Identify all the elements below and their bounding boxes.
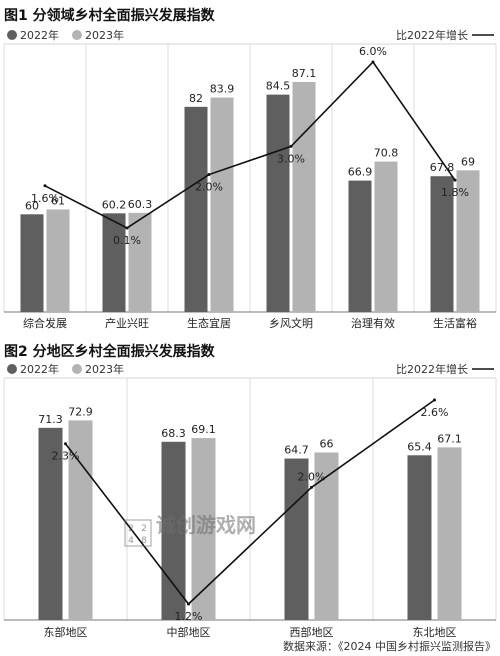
chart1-legend: 2022年 2023年 比2022年增长 xyxy=(7,28,494,42)
chart2-bar-label: 64.7 xyxy=(284,444,309,457)
chart1-bar-2022 xyxy=(184,106,208,312)
chart1-growth-label: 1.6% xyxy=(31,192,59,205)
chart1-bar-2023 xyxy=(210,97,234,312)
watermark-logo-char-3: 4 xyxy=(128,536,134,546)
chart2-bar-label: 72.9 xyxy=(68,405,93,418)
source-note: 数据来源：《2024 中国乡村振兴监测报告》 xyxy=(283,639,496,653)
chart2-bar-2023 xyxy=(314,452,339,620)
chart1-plot: 60 61 综合发展 60.2 60.3 产业兴旺 82 83.9 生态宜居 84.587.1 乡风… xyxy=(3,43,497,330)
chart1-bar-label: 83.9 xyxy=(210,83,235,96)
chart2-legend-growth-label: 比2022年增长 xyxy=(396,362,468,376)
chart1-growth-label: 2.0% xyxy=(195,181,223,194)
chart1-legend-growth-label: 比2022年增长 xyxy=(396,28,468,42)
chart2-growth-label: 1.2% xyxy=(175,610,203,623)
chart1-bar-label: 84.5 xyxy=(266,80,291,93)
chart1-bar-label: 69 xyxy=(461,155,475,168)
chart1-bar-2023 xyxy=(292,81,316,312)
chart1-category-label: 乡风文明 xyxy=(269,316,313,330)
chart1-title: 图1 分领域乡村全面振兴发展指数 xyxy=(4,7,216,24)
chart2-legend-2022-swatch xyxy=(7,364,17,374)
chart1-bar-2023 xyxy=(374,161,398,312)
chart2-growth-line xyxy=(64,399,435,606)
chart1-growth-point xyxy=(125,226,129,230)
chart1-growth-label: 1.8% xyxy=(441,186,469,199)
watermark-logo-char-4: 8 xyxy=(141,536,147,546)
chart1-bar-2022 xyxy=(348,180,372,312)
chart1-growth-point xyxy=(207,173,211,177)
chart1-growth-label: 6.0% xyxy=(359,45,387,58)
watermark-logo-frame xyxy=(124,519,152,547)
chart1-growth-point xyxy=(43,184,47,188)
chart2-category-label: 中部地区 xyxy=(167,625,211,639)
chart1-bar-label: 60 xyxy=(25,199,39,212)
chart2-bar-label: 69.1 xyxy=(191,423,216,436)
chart2-bar-label: 67.1 xyxy=(437,432,462,445)
chart2-bar-label: 68.3 xyxy=(161,427,186,440)
chart1-bar-label: 60.2 xyxy=(102,198,127,211)
chart1-growth-label: 0.1% xyxy=(113,234,141,247)
chart1-bar-label: 60.3 xyxy=(128,198,153,211)
chart2-bar-2022 xyxy=(38,427,63,620)
watermark: 2 2 4 8 诚创游戏网 xyxy=(124,513,256,547)
chart2-growth-label: 2.0% xyxy=(298,470,326,483)
chart2-bar-2022 xyxy=(407,455,432,620)
chart1-category-label: 产业兴旺 xyxy=(105,316,149,330)
chart1-bar-2023 xyxy=(456,170,480,312)
chart1-bar-2023 xyxy=(128,212,152,312)
chart2-bar-2023 xyxy=(437,447,462,620)
chart2-category-label: 东部地区 xyxy=(44,625,88,639)
chart2-bar-label: 71.3 xyxy=(38,413,63,426)
chart2-title: 图2 分地区乡村全面振兴发展指数 xyxy=(4,343,216,360)
chart1-bar-label: 70.8 xyxy=(374,147,399,160)
chart1-bar-label: 66.9 xyxy=(348,166,373,179)
chart1-growth-point xyxy=(289,144,293,148)
chart1-bar-2022 xyxy=(430,176,454,312)
watermark-logo-char-1: 2 xyxy=(128,524,134,534)
chart2-growth-point xyxy=(187,602,190,606)
chart1-category-label: 生态宜居 xyxy=(187,316,231,330)
chart2-category-label: 西部地区 xyxy=(290,625,334,639)
chart2-growth-point xyxy=(433,398,436,402)
chart2-category-label: 东北地区 xyxy=(413,626,457,639)
watermark-logo-char-2: 2 xyxy=(141,524,147,534)
chart1-bar-2023 xyxy=(46,209,70,312)
chart2-growth-label: 2.3% xyxy=(52,450,80,463)
chart1-category-label: 综合发展 xyxy=(23,316,67,330)
chart2-growth-point xyxy=(64,442,67,446)
chart2-plot: 71.3 72.9 东部地区 68.3 69.1 中部地区 64.7 66 西部地区 65.4 67… xyxy=(3,377,497,639)
watermark-logo: 2 2 4 8 xyxy=(124,519,152,547)
chart1-growth-point xyxy=(371,60,375,64)
chart2-legend: 2022年 2023年 比2022年增长 xyxy=(7,362,494,376)
chart1-bar-2022 xyxy=(102,213,126,312)
chart2-bar-2022 xyxy=(161,441,186,620)
chart1-bar-2022 xyxy=(20,214,44,312)
chart1-bar-2022 xyxy=(266,94,290,312)
chart2-bar-label: 66 xyxy=(320,437,334,450)
chart1-growth-line xyxy=(44,60,456,229)
chart1-bar-label: 67.8 xyxy=(430,161,455,174)
chart2-legend-2022-label: 2022年 xyxy=(20,362,59,376)
chart2-legend-2023-swatch xyxy=(72,364,82,374)
chart1-category-label: 治理有效 xyxy=(351,316,395,330)
chart1-bar-label: 61 xyxy=(51,194,65,207)
chart1-category-label: 生活富裕 xyxy=(433,316,477,330)
chart1-legend-2023-swatch xyxy=(72,30,82,40)
chart1-growth-point xyxy=(453,178,457,182)
chart2-growth-label: 2.6% xyxy=(421,406,449,419)
chart2-legend-2023-label: 2023年 xyxy=(85,362,124,376)
chart1-growth-label: 3.0% xyxy=(277,152,305,165)
chart1-legend-2022-label: 2022年 xyxy=(20,28,59,42)
watermark-text: 诚创游戏网 xyxy=(156,513,256,537)
chart1-legend-2023-label: 2023年 xyxy=(85,28,124,42)
chart1-bar-label: 82 xyxy=(189,92,203,105)
chart2-growth-point xyxy=(310,485,313,489)
chart1-bar-label: 87.1 xyxy=(292,67,317,80)
chart1-legend-2022-swatch xyxy=(7,30,17,40)
chart2-bar-label: 65.4 xyxy=(407,440,432,453)
chart2-bar-2022 xyxy=(284,458,309,620)
